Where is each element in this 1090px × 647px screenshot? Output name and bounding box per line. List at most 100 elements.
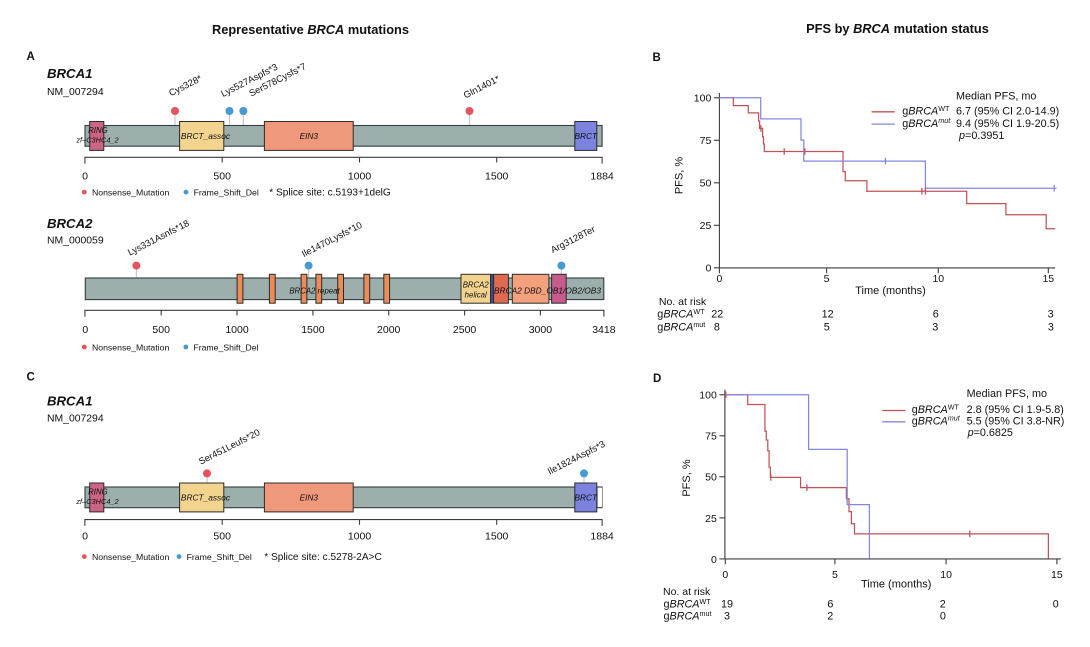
svg-text:EIN3: EIN3 (300, 492, 319, 502)
svg-text:gBRCAWT: gBRCAWT (902, 104, 950, 118)
svg-text:Gln1401*: Gln1401* (461, 73, 501, 101)
svg-text:gBRCAmut: gBRCAmut (664, 609, 712, 623)
svg-text:0: 0 (716, 273, 722, 285)
svg-text:75: 75 (705, 431, 717, 443)
svg-text:3: 3 (724, 611, 730, 623)
svg-text:BRCT: BRCT (575, 492, 599, 502)
svg-text:0: 0 (82, 171, 88, 183)
svg-text:Nonsense_Mutation: Nonsense_Mutation (92, 342, 169, 352)
svg-text:0: 0 (1053, 598, 1059, 610)
svg-text:1884: 1884 (590, 531, 614, 543)
svg-text:12: 12 (822, 309, 834, 321)
svg-text:zf–C3HC4_2: zf–C3HC4_2 (75, 497, 118, 506)
svg-text:0: 0 (940, 611, 946, 623)
svg-text:3418: 3418 (592, 324, 616, 336)
svg-text:50: 50 (700, 178, 712, 190)
svg-text:19: 19 (721, 598, 733, 610)
svg-text:BRCT_assoc: BRCT_assoc (181, 131, 231, 141)
svg-text:10: 10 (940, 569, 952, 581)
svg-text:500: 500 (213, 171, 231, 183)
svg-text:6: 6 (827, 598, 833, 610)
svg-text:Representative BRCA mutations: Representative BRCA mutations (212, 22, 409, 37)
svg-text:100: 100 (694, 93, 712, 105)
svg-text:* Splice site: c.5278-2A>C: * Splice site: c.5278-2A>C (264, 552, 382, 563)
svg-text:p=0.6825: p=0.6825 (967, 427, 1013, 439)
svg-text:gBRCAWT: gBRCAWT (664, 597, 712, 611)
svg-text:Median PFS, mo: Median PFS, mo (967, 388, 1047, 400)
svg-text:15: 15 (1051, 569, 1063, 581)
svg-text:helical: helical (465, 290, 487, 299)
svg-text:C: C (27, 371, 35, 383)
svg-text:Time (months): Time (months) (861, 579, 932, 591)
svg-text:3: 3 (1048, 321, 1054, 333)
svg-text:BRCA2: BRCA2 (47, 216, 93, 231)
svg-text:zf–C3HC4_2: zf–C3HC4_2 (75, 136, 118, 145)
svg-text:5: 5 (824, 273, 830, 285)
svg-text:gBRCAmut: gBRCAmut (912, 414, 961, 428)
svg-text:1000: 1000 (225, 324, 249, 336)
svg-text:0: 0 (82, 324, 88, 336)
svg-text:PFS by BRCA mutation status: PFS by BRCA mutation status (806, 21, 989, 36)
svg-text:BRCT_assoc: BRCT_assoc (181, 492, 231, 502)
svg-text:Nonsense_Mutation: Nonsense_Mutation (92, 552, 169, 562)
svg-text:Frame_Shift_Del: Frame_Shift_Del (193, 342, 258, 352)
svg-text:75: 75 (700, 135, 712, 147)
svg-text:Ile1470Lysfs*10: Ile1470Lysfs*10 (300, 219, 364, 259)
svg-text:500: 500 (152, 324, 170, 336)
svg-text:2: 2 (940, 598, 946, 610)
svg-text:1884: 1884 (590, 171, 614, 183)
svg-text:Lys331Asnfs*18: Lys331Asnfs*18 (126, 217, 191, 257)
svg-text:25: 25 (700, 220, 712, 232)
svg-text:gBRCAWT: gBRCAWT (657, 307, 705, 321)
svg-text:2: 2 (827, 611, 833, 623)
svg-text:1500: 1500 (301, 324, 325, 336)
svg-text:22: 22 (711, 309, 723, 321)
svg-text:0: 0 (82, 531, 88, 543)
svg-text:BRCA2: BRCA2 (463, 280, 490, 289)
svg-text:BRCA1: BRCA1 (47, 394, 92, 409)
svg-text:gBRCAWT: gBRCAWT (912, 402, 960, 416)
svg-text:6.7 (95% CI 2.0-14.9): 6.7 (95% CI 2.0-14.9) (956, 106, 1059, 118)
svg-text:0: 0 (711, 554, 717, 566)
svg-text:* Splice site: c.5193+1delG: * Splice site: c.5193+1delG (269, 188, 391, 199)
svg-text:100: 100 (699, 390, 717, 402)
svg-text:1000: 1000 (348, 171, 372, 183)
svg-text:Frame_Shift_Del: Frame_Shift_Del (194, 188, 259, 198)
svg-text:9.4 (95% CI 1.9-20.5): 9.4 (95% CI 1.9-20.5) (956, 118, 1059, 130)
svg-text:6: 6 (933, 309, 939, 321)
svg-text:0: 0 (722, 569, 728, 581)
svg-text:Ser451Leufs*20: Ser451Leufs*20 (197, 426, 262, 466)
svg-text:5.5 (95% CI 3.8-NR): 5.5 (95% CI 3.8-NR) (967, 415, 1065, 427)
svg-text:Time (months): Time (months) (855, 285, 926, 297)
svg-text:3: 3 (1048, 309, 1054, 321)
svg-text:NM_007294: NM_007294 (47, 87, 104, 98)
svg-text:p=0.3951: p=0.3951 (958, 130, 1004, 142)
svg-text:PFS, %: PFS, % (681, 459, 693, 497)
svg-text:Frame_Shift_Del: Frame_Shift_Del (187, 552, 252, 562)
svg-text:RING: RING (88, 126, 108, 135)
svg-text:No. at risk: No. at risk (659, 296, 707, 308)
svg-text:1500: 1500 (485, 531, 509, 543)
svg-text:1500: 1500 (485, 171, 509, 183)
svg-text:gBRCAmut: gBRCAmut (657, 320, 705, 334)
svg-text:0: 0 (705, 263, 711, 275)
svg-text:EIN3: EIN3 (300, 131, 319, 141)
svg-text:10: 10 (932, 273, 944, 285)
svg-text:Median PFS, mo: Median PFS, mo (956, 90, 1036, 102)
svg-text:15: 15 (1042, 273, 1054, 285)
svg-text:3000: 3000 (529, 324, 553, 336)
svg-text:25: 25 (705, 513, 717, 525)
svg-text:RING: RING (88, 487, 108, 496)
svg-text:BRCA2 repeat: BRCA2 repeat (289, 287, 340, 296)
svg-text:BRCA1: BRCA1 (47, 66, 92, 81)
svg-text:No. at risk: No. at risk (663, 586, 711, 598)
svg-text:PFS, %: PFS, % (674, 157, 686, 195)
svg-text:NM_000059: NM_000059 (47, 236, 104, 247)
svg-text:Arg3128Ter: Arg3128Ter (549, 223, 597, 255)
svg-text:2000: 2000 (377, 324, 401, 336)
svg-text:Cys328*: Cys328* (167, 72, 204, 98)
svg-text:3: 3 (932, 321, 938, 333)
svg-text:Ile1824Aspfs*3: Ile1824Aspfs*3 (546, 438, 607, 476)
svg-text:5: 5 (824, 321, 830, 333)
svg-text:1000: 1000 (348, 531, 372, 543)
